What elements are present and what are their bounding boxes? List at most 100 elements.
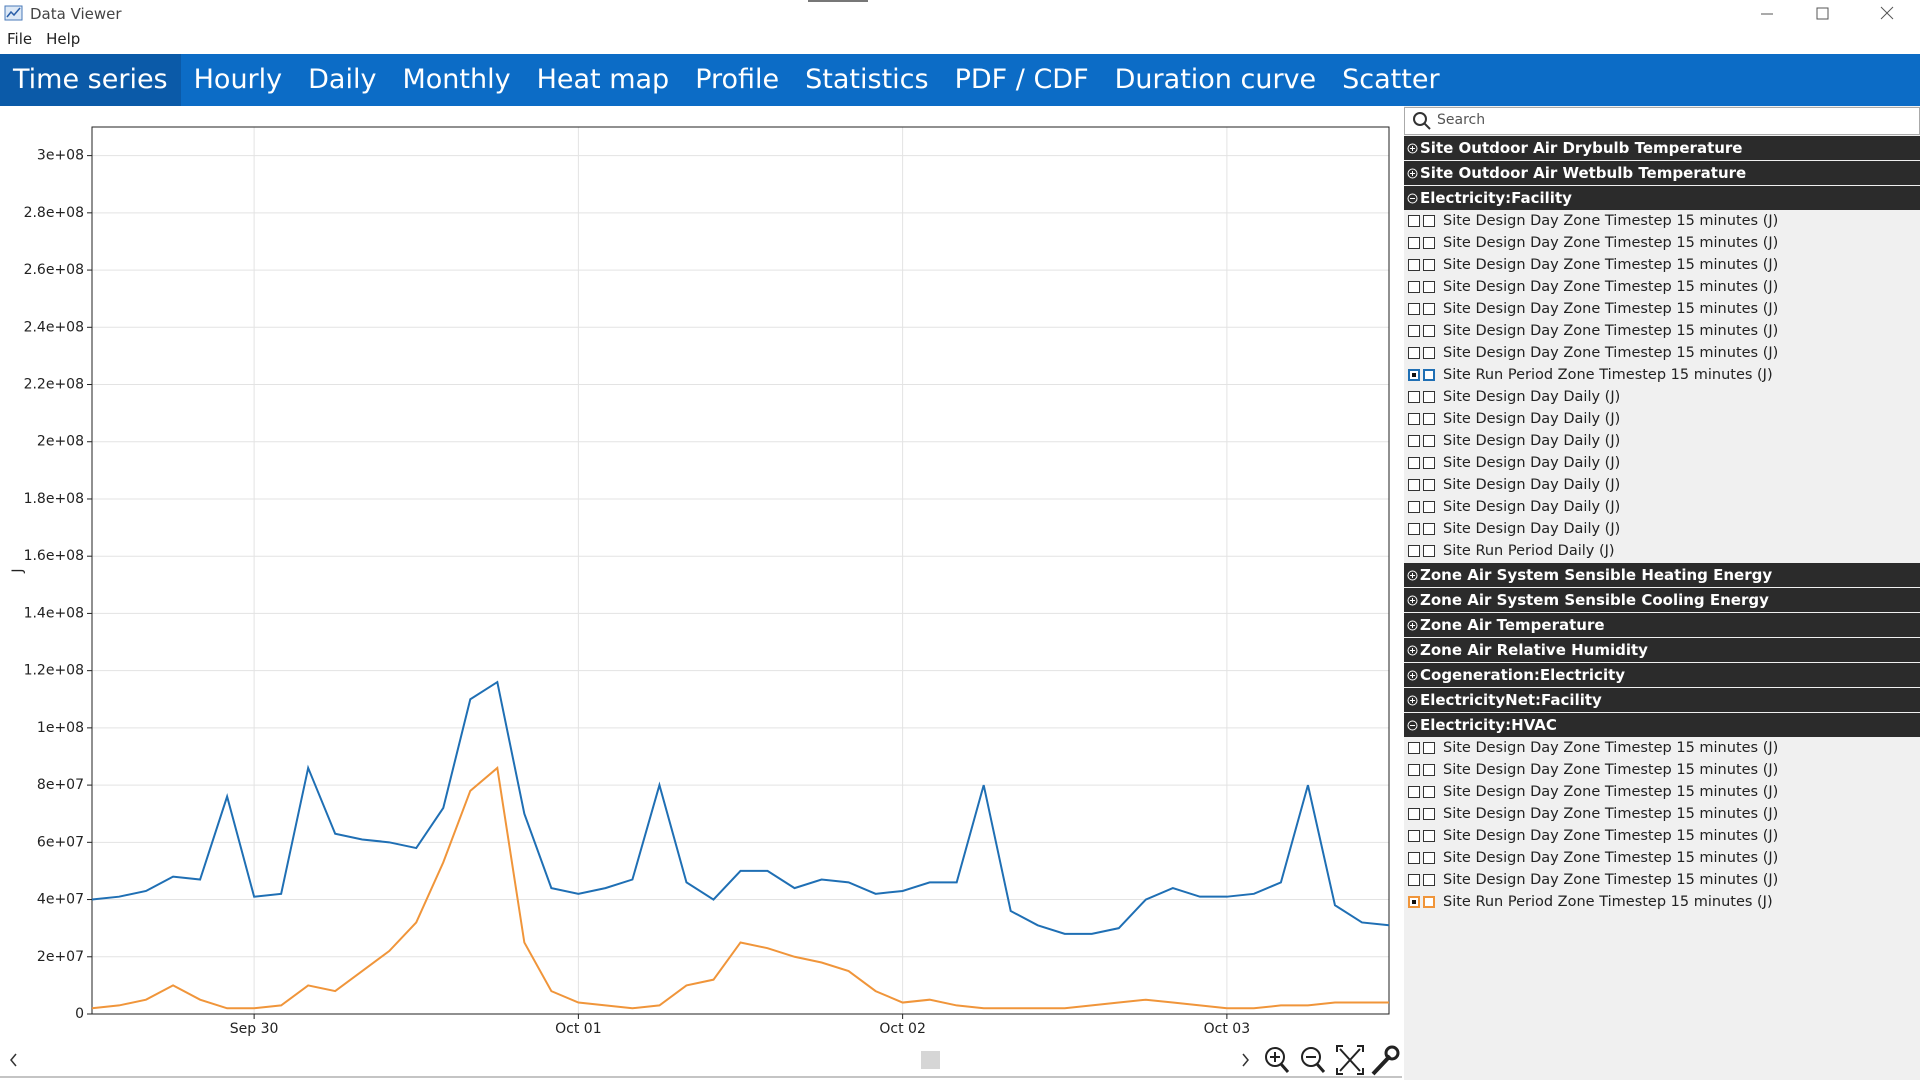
- checkbox[interactable]: [1423, 347, 1435, 359]
- tab[interactable]: Statistics: [805, 64, 929, 95]
- group-header[interactable]: Zone Air Relative Humidity: [1404, 638, 1920, 662]
- expand-icon[interactable]: [1407, 193, 1418, 204]
- checkbox[interactable]: [1408, 545, 1420, 557]
- checkbox[interactable]: [1408, 852, 1420, 864]
- checkbox[interactable]: [1408, 391, 1420, 403]
- menu-item[interactable]: File: [7, 30, 33, 48]
- checkbox[interactable]: [1423, 479, 1435, 491]
- checkbox[interactable]: [1408, 830, 1420, 842]
- item-label: Site Design Day Zone Timestep 15 minutes…: [1443, 740, 1779, 756]
- checkbox[interactable]: [1408, 303, 1420, 315]
- expand-icon[interactable]: [1407, 570, 1418, 581]
- checkbox[interactable]: [1423, 281, 1435, 293]
- tab[interactable]: PDF / CDF: [954, 64, 1089, 95]
- checkbox[interactable]: [1423, 852, 1435, 864]
- menu-item[interactable]: Help: [46, 30, 81, 48]
- group-header[interactable]: Site Outdoor Air Wetbulb Temperature: [1404, 161, 1920, 185]
- window-title: Data Viewer: [30, 5, 122, 23]
- checkbox[interactable]: [1408, 742, 1420, 754]
- close[interactable]: [1880, 6, 1894, 20]
- item-label: Site Design Day Zone Timestep 15 minutes…: [1443, 257, 1779, 273]
- expand-icon[interactable]: [1407, 143, 1418, 154]
- tab[interactable]: Heat map: [536, 64, 670, 95]
- checkbox[interactable]: [1423, 830, 1435, 842]
- expand-icon[interactable]: [1407, 695, 1418, 706]
- checkbox[interactable]: [1408, 215, 1420, 227]
- zoom-in[interactable]: [1265, 1047, 1290, 1073]
- tab[interactable]: Daily: [308, 64, 377, 95]
- checkbox[interactable]: [1423, 259, 1435, 271]
- search-box[interactable]: Search: [1404, 107, 1920, 135]
- checkbox[interactable]: [1423, 742, 1435, 754]
- y-tick-label: 1.2e+08: [24, 663, 84, 679]
- checkbox[interactable]: [1423, 523, 1435, 535]
- checkbox[interactable]: [1408, 413, 1420, 425]
- checkbox[interactable]: [1423, 303, 1435, 315]
- tab[interactable]: Duration curve: [1114, 64, 1317, 95]
- checkbox[interactable]: [1408, 259, 1420, 271]
- checkbox[interactable]: [1408, 523, 1420, 535]
- checkbox[interactable]: [1408, 369, 1420, 381]
- checkbox[interactable]: [1423, 545, 1435, 557]
- checkbox[interactable]: [1423, 325, 1435, 337]
- group-header[interactable]: Zone Air Temperature: [1404, 613, 1920, 637]
- checkbox[interactable]: [1408, 896, 1420, 908]
- checkbox[interactable]: [1408, 347, 1420, 359]
- expand-icon[interactable]: [1407, 595, 1418, 606]
- checkbox[interactable]: [1408, 764, 1420, 776]
- checkbox[interactable]: [1423, 413, 1435, 425]
- zoom-fit[interactable]: [1336, 1045, 1364, 1075]
- checkbox[interactable]: [1423, 896, 1435, 908]
- checkbox[interactable]: [1408, 501, 1420, 513]
- window-controls[interactable]: [1750, 0, 1910, 27]
- checkbox[interactable]: [1423, 435, 1435, 447]
- group-header[interactable]: Cogeneration:Electricity: [1404, 663, 1920, 687]
- tab[interactable]: Time series: [0, 54, 181, 106]
- checkbox[interactable]: [1408, 786, 1420, 798]
- checkbox[interactable]: [1423, 215, 1435, 227]
- checkbox[interactable]: [1408, 325, 1420, 337]
- settings[interactable]: [1371, 1045, 1400, 1076]
- group-header[interactable]: Zone Air System Sensible Cooling Energy: [1404, 588, 1920, 612]
- expand-icon[interactable]: [1407, 620, 1418, 631]
- tab[interactable]: Monthly: [402, 64, 511, 95]
- scroll-right[interactable]: [1242, 1053, 1249, 1067]
- checkbox[interactable]: [1408, 808, 1420, 820]
- group-header[interactable]: Site Outdoor Air Drybulb Temperature: [1404, 136, 1920, 160]
- scroll-thumb[interactable]: [921, 1051, 940, 1069]
- group-header[interactable]: Electricity:Facility: [1404, 186, 1920, 210]
- tab[interactable]: Scatter: [1342, 64, 1440, 95]
- checkbox[interactable]: [1423, 369, 1435, 381]
- checkbox[interactable]: [1423, 786, 1435, 798]
- checkbox[interactable]: [1423, 237, 1435, 249]
- checkbox[interactable]: [1408, 874, 1420, 886]
- checkbox[interactable]: [1423, 874, 1435, 886]
- checkbox[interactable]: [1408, 479, 1420, 491]
- expand-icon[interactable]: [1407, 168, 1418, 179]
- plot-area: [91, 126, 1390, 1015]
- icon-circle: [1407, 645, 1418, 655]
- x-tick-label: Oct 02: [879, 1021, 925, 1037]
- group-header[interactable]: Electricity:HVAC: [1404, 713, 1920, 737]
- checkbox[interactable]: [1408, 237, 1420, 249]
- checkbox[interactable]: [1408, 435, 1420, 447]
- expand-icon[interactable]: [1407, 645, 1418, 656]
- zoom-out[interactable]: [1301, 1047, 1326, 1073]
- checkbox[interactable]: [1423, 391, 1435, 403]
- checkbox[interactable]: [1423, 457, 1435, 469]
- checkbox[interactable]: [1408, 281, 1420, 293]
- group-label: Cogeneration:Electricity: [1420, 666, 1626, 684]
- tab[interactable]: Hourly: [193, 64, 283, 95]
- checkbox[interactable]: [1408, 457, 1420, 469]
- checkbox[interactable]: [1423, 808, 1435, 820]
- group-header[interactable]: ElectricityNet:Facility: [1404, 688, 1920, 712]
- scrollbar[interactable]: [10, 1051, 1249, 1069]
- checkbox[interactable]: [1423, 501, 1435, 513]
- expand-icon[interactable]: [1407, 670, 1418, 681]
- tab[interactable]: Profile: [695, 64, 780, 95]
- group-header[interactable]: Zone Air System Sensible Heating Energy: [1404, 563, 1920, 587]
- scroll-left[interactable]: [10, 1053, 17, 1067]
- expand-icon[interactable]: [1407, 720, 1418, 731]
- restore[interactable]: [1816, 7, 1829, 20]
- checkbox[interactable]: [1423, 764, 1435, 776]
